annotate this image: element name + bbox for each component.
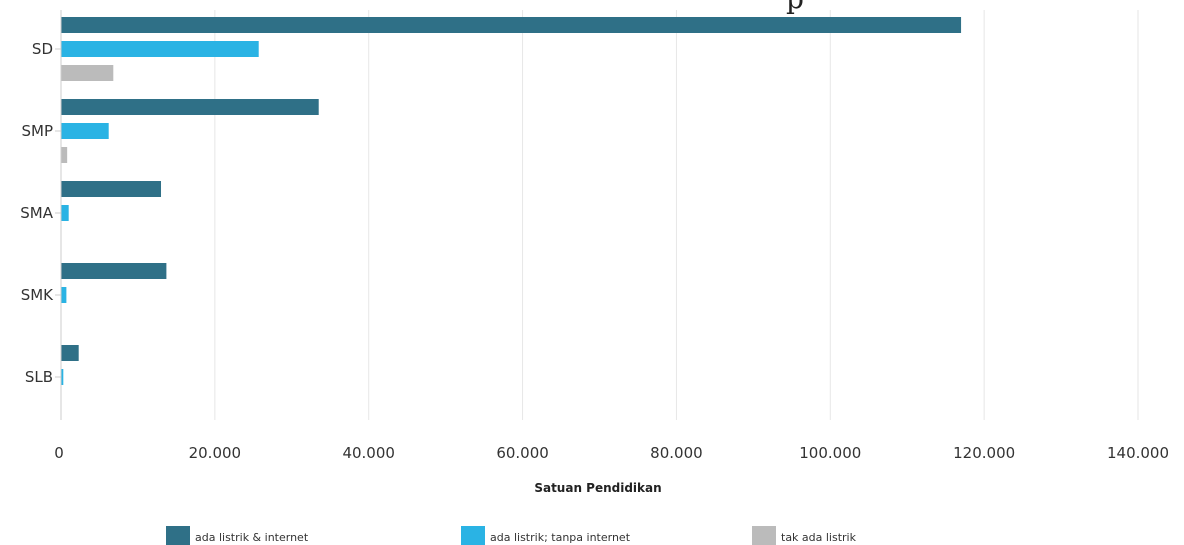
- bar: [61, 65, 114, 81]
- legend-swatch: [752, 526, 776, 545]
- x-tick-label: 20.000: [189, 444, 242, 462]
- category-label: SMP: [21, 122, 53, 140]
- x-tick-label: 80.000: [650, 444, 703, 462]
- bars: [61, 17, 962, 385]
- bar: [61, 99, 319, 115]
- y-axis: SD SMP SMA SMK SLB: [20, 10, 62, 420]
- bar: [61, 181, 162, 197]
- bar: [61, 147, 68, 163]
- x-tick-label: 100.000: [799, 444, 861, 462]
- bar: [61, 345, 79, 361]
- x-tick-label: 0: [54, 444, 64, 462]
- x-tick-label: 140.000: [1107, 444, 1169, 462]
- bar: [61, 205, 69, 221]
- category-label: SMA: [20, 204, 53, 222]
- x-tick-label: 120.000: [953, 444, 1015, 462]
- legend-swatch: [461, 526, 485, 545]
- x-tick-label: 60.000: [496, 444, 549, 462]
- legend-label: ada listrik & internet: [195, 531, 309, 544]
- legend-label: ada listrik; tanpa internet: [490, 531, 631, 544]
- bar: [61, 263, 167, 279]
- category-label: SLB: [25, 368, 53, 386]
- x-tick-label: 40.000: [342, 444, 395, 462]
- legend: ada listrik & internet ada listrik; tanpa…: [166, 526, 857, 545]
- gridlines: [214, 10, 1139, 420]
- legend-label: tak ada listrik: [781, 531, 857, 544]
- x-axis: 0 20.000 40.000 60.000 80.000 100.000 120.000 1…: [54, 444, 1169, 462]
- x-axis-title: Satuan Pendidikan: [534, 481, 661, 495]
- category-label: SD: [32, 40, 53, 58]
- bar: [61, 369, 64, 385]
- chart-title-fragment: p: [786, 0, 804, 15]
- category-label: SMK: [21, 286, 54, 304]
- bar: [61, 123, 109, 139]
- bar: [61, 17, 962, 33]
- legend-swatch: [166, 526, 190, 545]
- bar: [61, 41, 259, 57]
- bar: [61, 287, 67, 303]
